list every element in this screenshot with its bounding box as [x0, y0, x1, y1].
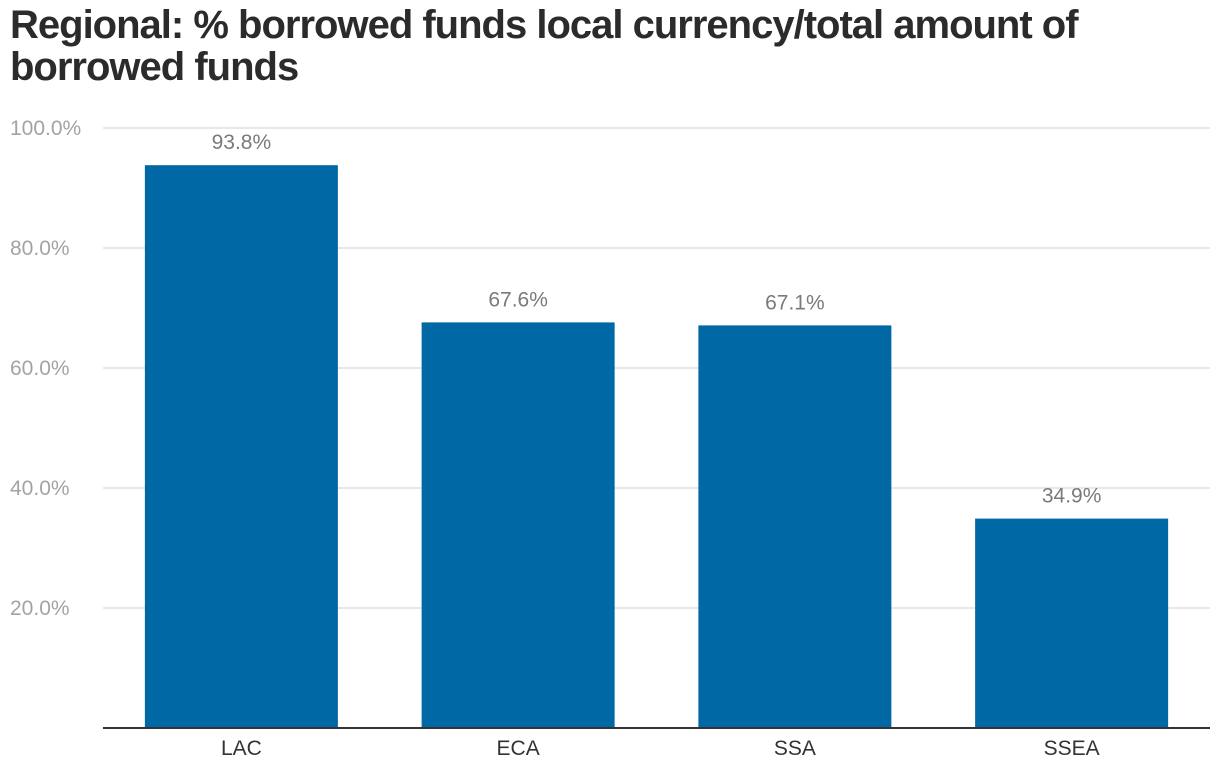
x-category-label: LAC: [221, 737, 262, 760]
y-tick-label: 60.0%: [10, 357, 70, 380]
data-label: 93.8%: [212, 131, 272, 154]
bar-ssea: [975, 518, 1169, 728]
data-label: 67.6%: [488, 288, 548, 311]
y-tick-label: 40.0%: [10, 477, 70, 500]
x-axis-category-labels: LAC ECA SSA SSEA: [221, 737, 1100, 760]
bar-eca: [421, 322, 615, 728]
y-tick-label: 80.0%: [10, 237, 70, 260]
bars: [144, 165, 1169, 728]
y-tick-label: 20.0%: [10, 597, 70, 620]
x-category-label: SSEA: [1044, 737, 1100, 760]
data-label: 67.1%: [765, 291, 825, 314]
y-tick-label: 100.0%: [10, 117, 81, 140]
data-label: 34.9%: [1042, 485, 1102, 508]
x-category-label: SSA: [774, 737, 816, 760]
y-axis-tick-labels: 20.0% 40.0% 60.0% 80.0% 100.0%: [10, 117, 81, 620]
bar-ssa: [698, 325, 892, 728]
bar-lac: [144, 165, 338, 728]
chart-title: Regional: % borrowed funds local currenc…: [10, 3, 1079, 89]
x-category-label: ECA: [497, 737, 540, 760]
data-labels: 93.8% 67.6% 67.1% 34.9%: [212, 131, 1102, 507]
